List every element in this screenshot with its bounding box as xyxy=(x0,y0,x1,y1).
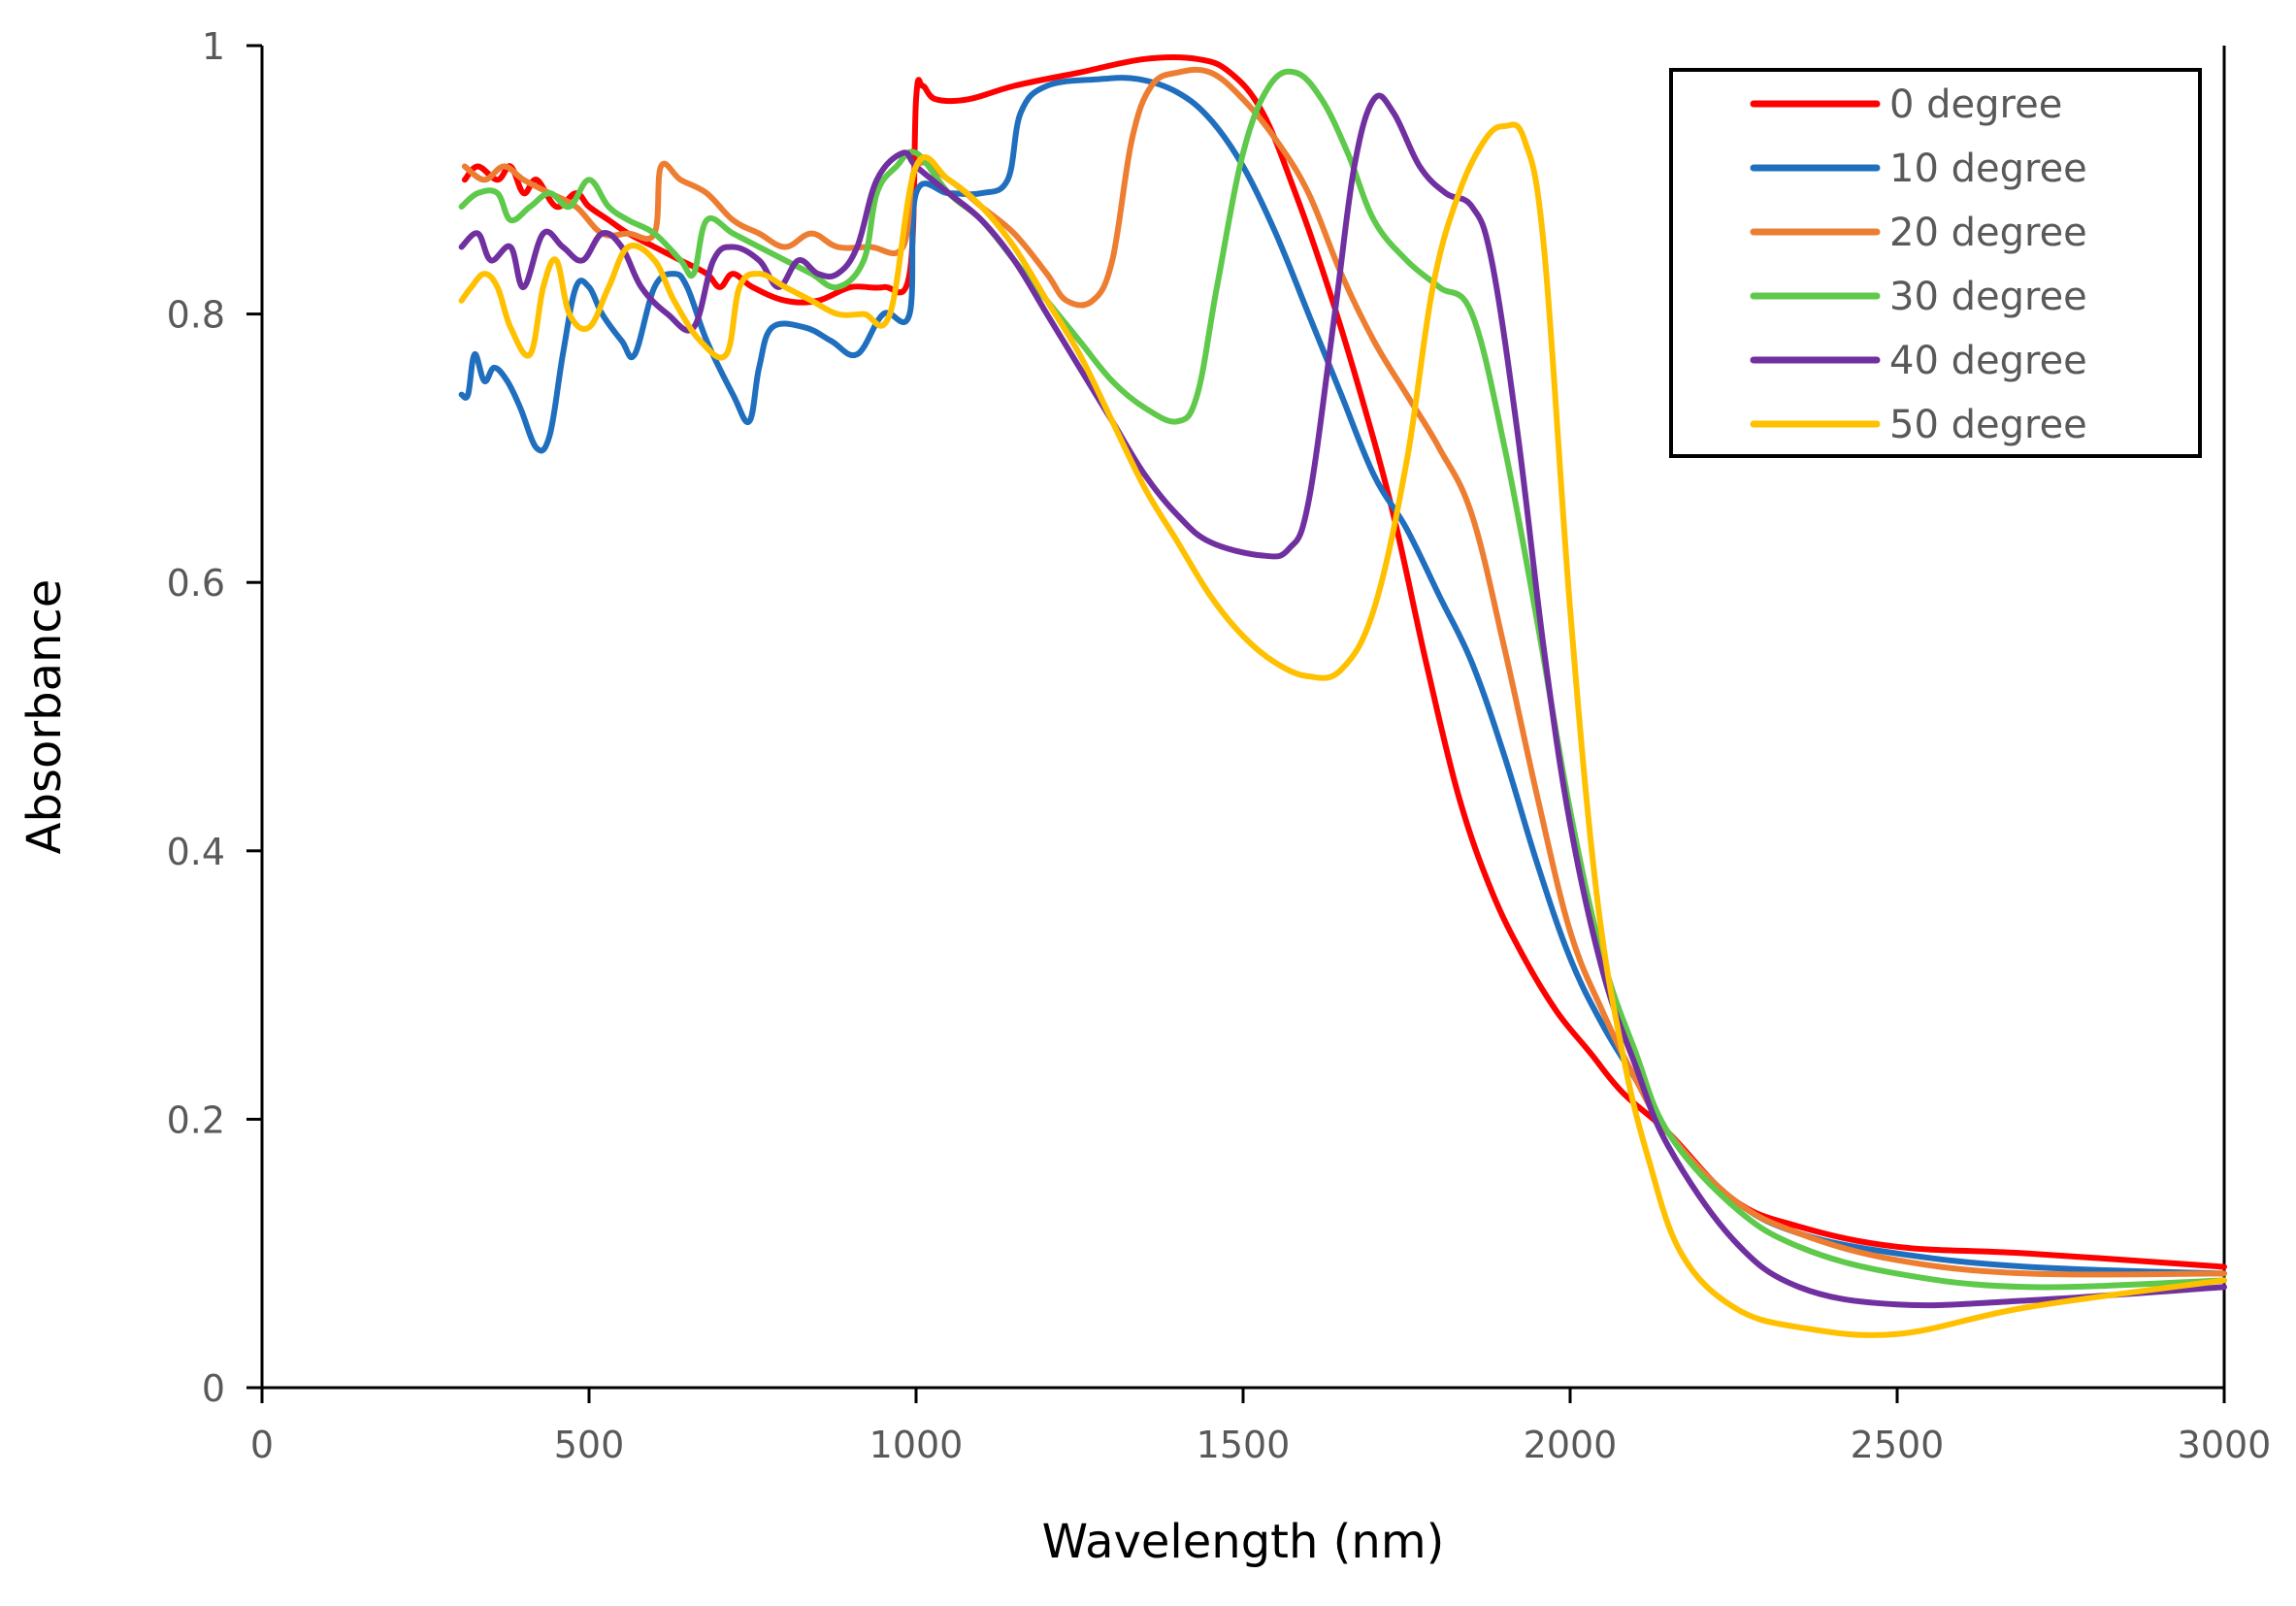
x-tick-label: 3000 xyxy=(2178,1424,2272,1466)
x-axis: 0 500 1000 1500 2000 2500 3000 xyxy=(250,1388,2271,1466)
series-line-30-degree xyxy=(458,68,2227,1291)
legend-label-40-degree: 40 degree xyxy=(1889,339,2087,383)
legend: 0 degree 10 degree 20 degree 30 degree 40 de… xyxy=(1669,68,2202,458)
legend-label-30-degree: 30 degree xyxy=(1889,275,2087,319)
x-tick-label: 500 xyxy=(554,1424,625,1466)
legend-label-50-degree: 50 degree xyxy=(1889,403,2087,447)
y-tick-label: 0.6 xyxy=(167,562,225,605)
y-tick-label: 1 xyxy=(202,25,225,68)
x-tick-label: 1000 xyxy=(869,1424,964,1466)
y-tick-label: 0.4 xyxy=(167,831,225,873)
series-layer xyxy=(458,53,2227,1338)
x-tick-label: 0 xyxy=(250,1424,274,1466)
legend-label-10-degree: 10 degree xyxy=(1889,147,2087,191)
series-line-50-degree xyxy=(458,121,2227,1338)
y-tick-label: 0.2 xyxy=(167,1098,225,1141)
x-tick-label: 1500 xyxy=(1197,1424,1291,1466)
legend-box xyxy=(1669,68,2202,458)
series-line-40-degree xyxy=(458,92,2227,1309)
series-line-0-degree xyxy=(461,53,2227,1270)
legend-label-0-degree: 0 degree xyxy=(1889,82,2062,127)
legend-label-20-degree: 20 degree xyxy=(1889,211,2087,255)
y-axis: 0 0.2 0.4 0.6 0.8 1 xyxy=(167,25,262,1410)
x-tick-label: 2000 xyxy=(1524,1424,1618,1466)
series-line-20-degree xyxy=(461,66,2227,1278)
y-axis-title: Absorbance xyxy=(17,579,72,855)
x-tick-label: 2500 xyxy=(1851,1424,1945,1466)
x-axis-title: Wavelength (nm) xyxy=(1042,1515,1445,1569)
y-tick-label: 0 xyxy=(202,1367,225,1410)
y-tick-label: 0.8 xyxy=(167,294,225,337)
